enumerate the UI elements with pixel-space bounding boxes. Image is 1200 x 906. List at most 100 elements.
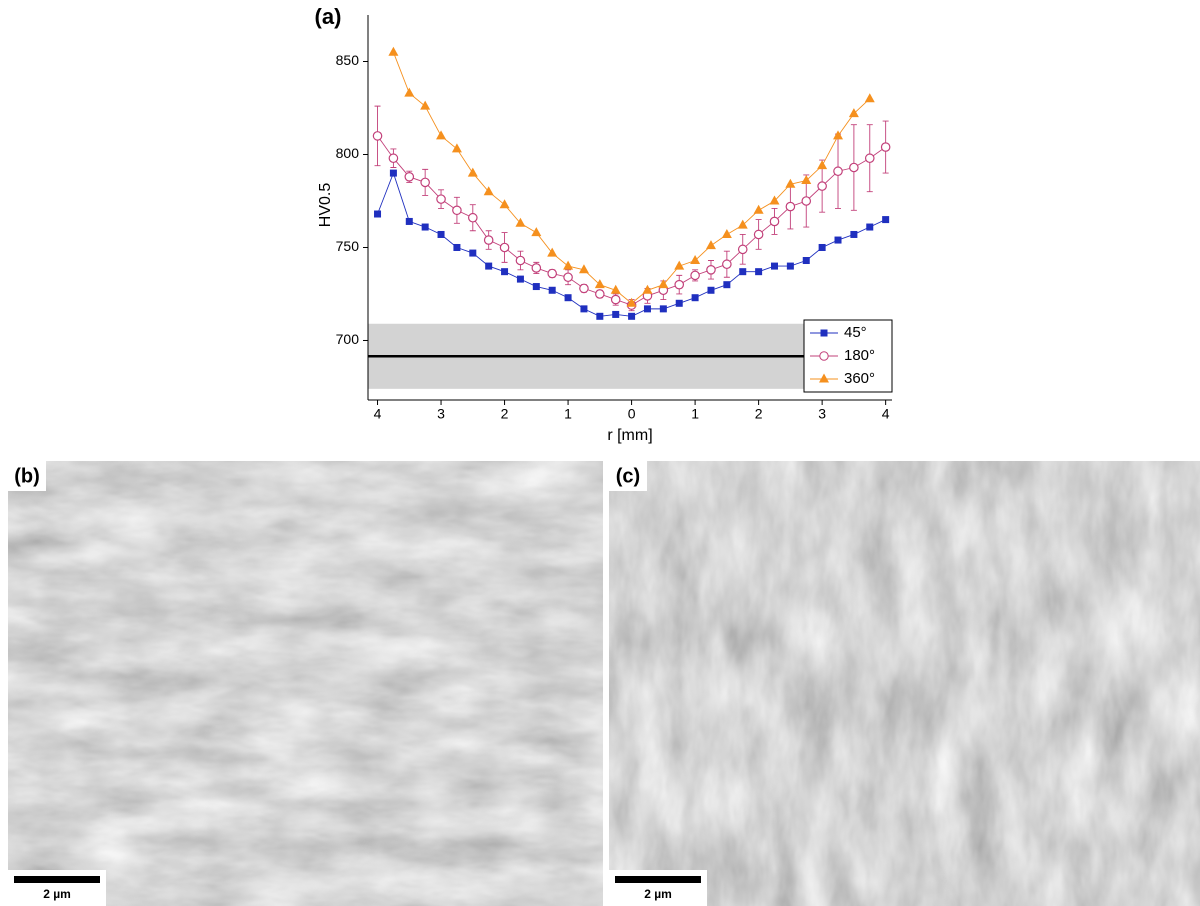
data-point bbox=[785, 201, 796, 212]
data-point bbox=[802, 257, 810, 265]
data-point bbox=[404, 172, 415, 182]
data-point bbox=[739, 268, 747, 276]
data-point bbox=[389, 169, 397, 177]
series bbox=[388, 46, 875, 307]
legend-label: 360° bbox=[844, 370, 875, 387]
data-point bbox=[628, 312, 636, 320]
data-point bbox=[723, 281, 731, 289]
scale-bar bbox=[14, 876, 100, 883]
data-point bbox=[451, 143, 462, 153]
data-point bbox=[516, 275, 524, 283]
data-point bbox=[421, 223, 429, 231]
data-point bbox=[643, 305, 651, 313]
data-point bbox=[499, 242, 510, 253]
data-point bbox=[785, 178, 796, 188]
data-point bbox=[404, 87, 415, 97]
data-point bbox=[563, 260, 574, 270]
data-point bbox=[452, 205, 462, 216]
x-tick-label: 3 bbox=[818, 406, 826, 422]
data-point bbox=[737, 244, 748, 255]
y-tick-label: 850 bbox=[336, 52, 360, 68]
data-point bbox=[483, 235, 494, 245]
panel-label: (b) bbox=[14, 465, 40, 487]
data-point bbox=[833, 166, 843, 177]
data-point bbox=[531, 227, 542, 237]
x-tick-label: 0 bbox=[628, 406, 636, 422]
data-point bbox=[642, 284, 653, 294]
data-point bbox=[801, 196, 812, 206]
x-tick-label: 1 bbox=[691, 406, 699, 422]
data-point bbox=[626, 297, 637, 307]
data-point bbox=[547, 247, 558, 257]
data-point bbox=[595, 289, 605, 299]
data-point bbox=[564, 294, 572, 302]
data-point bbox=[532, 283, 540, 291]
x-axis-label: r [mm] bbox=[607, 427, 652, 444]
data-point bbox=[786, 262, 794, 270]
x-tick-label: 4 bbox=[882, 406, 890, 422]
data-point bbox=[834, 236, 842, 244]
data-point bbox=[469, 249, 477, 257]
data-point bbox=[769, 216, 780, 227]
data-point bbox=[420, 177, 430, 188]
data-point bbox=[499, 199, 510, 209]
data-point bbox=[848, 108, 859, 118]
scale-bar bbox=[615, 876, 701, 883]
data-point bbox=[753, 229, 764, 240]
data-point bbox=[817, 181, 827, 191]
data-point bbox=[548, 286, 556, 294]
scale-bar-label: 2 µm bbox=[644, 887, 672, 901]
data-point bbox=[674, 260, 685, 270]
y-tick-label: 750 bbox=[336, 238, 360, 254]
data-point bbox=[547, 268, 557, 279]
data-point bbox=[849, 162, 859, 173]
label-box bbox=[8, 461, 46, 491]
y-axis-label: HV0.5 bbox=[317, 183, 334, 228]
data-point bbox=[596, 312, 604, 320]
data-point bbox=[515, 255, 526, 266]
data-point bbox=[405, 217, 413, 225]
data-point bbox=[420, 100, 431, 110]
data-point bbox=[610, 294, 621, 305]
data-point bbox=[579, 283, 589, 294]
data-point bbox=[833, 130, 844, 140]
data-point bbox=[706, 265, 716, 275]
data-point bbox=[690, 255, 701, 265]
series bbox=[374, 169, 890, 320]
data-point bbox=[818, 243, 826, 251]
data-point bbox=[864, 93, 875, 103]
data-point bbox=[531, 263, 542, 273]
data-point bbox=[658, 279, 669, 289]
data-point bbox=[612, 310, 620, 318]
chart-title: (a) bbox=[315, 4, 342, 29]
legend-marker bbox=[819, 351, 829, 361]
data-point bbox=[594, 279, 605, 289]
series bbox=[372, 105, 891, 312]
data-point bbox=[388, 46, 399, 56]
data-point bbox=[850, 230, 858, 238]
data-point bbox=[882, 216, 890, 224]
micrograph-image bbox=[609, 461, 1200, 906]
legend-label: 45° bbox=[844, 324, 867, 341]
data-point bbox=[501, 268, 509, 276]
x-tick-label: 2 bbox=[755, 406, 763, 422]
data-point bbox=[483, 186, 494, 196]
legend-marker bbox=[820, 329, 828, 337]
data-point bbox=[769, 195, 780, 205]
data-point bbox=[372, 131, 383, 141]
data-point bbox=[721, 228, 732, 238]
micrograph-b: (b) 2 µm bbox=[8, 461, 603, 906]
data-point bbox=[515, 217, 526, 227]
data-point bbox=[801, 175, 812, 185]
scale-bar-label: 2 µm bbox=[43, 887, 71, 901]
data-point bbox=[674, 279, 685, 290]
data-point bbox=[467, 212, 478, 223]
data-point bbox=[880, 142, 891, 152]
legend: 45° 180° 360° bbox=[803, 319, 893, 393]
data-point bbox=[675, 299, 683, 307]
series-line bbox=[377, 135, 886, 306]
data-point bbox=[610, 284, 621, 294]
x-tick-label: 4 bbox=[374, 406, 382, 422]
data-point bbox=[467, 167, 478, 177]
